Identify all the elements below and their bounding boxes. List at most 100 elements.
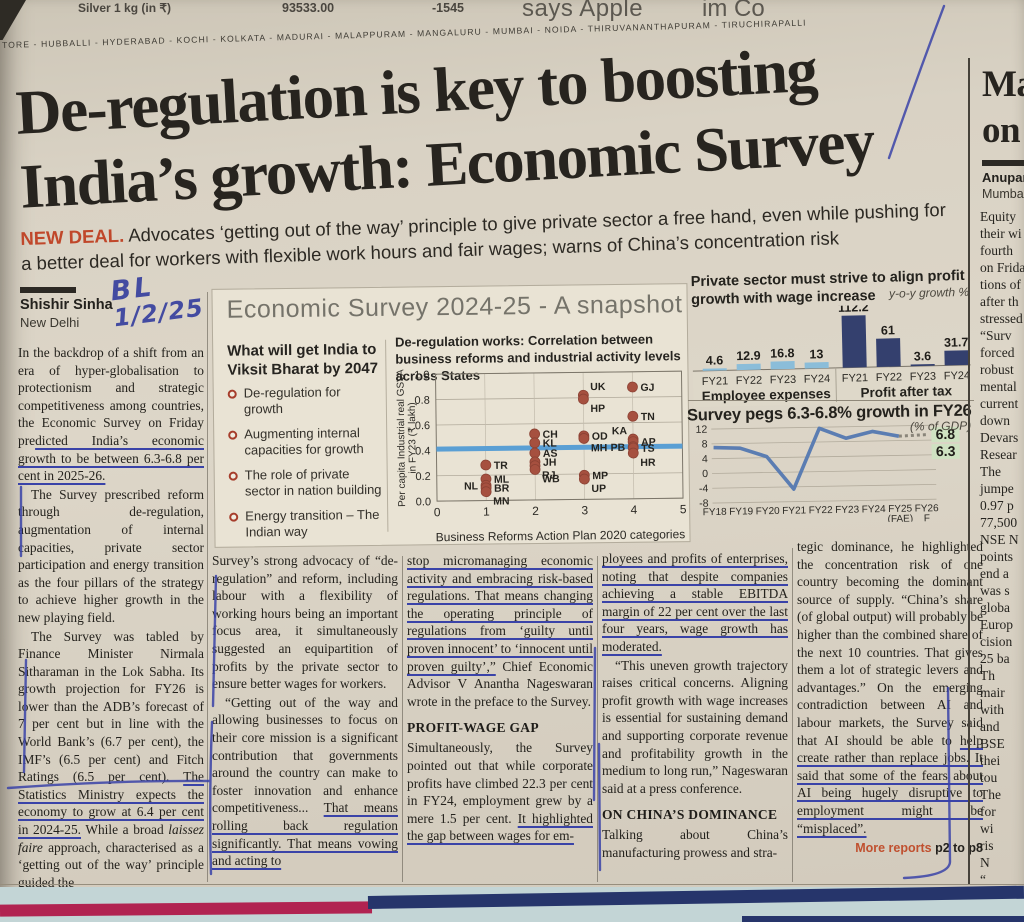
right-column-line: stressed <box>980 311 1023 326</box>
svg-text:0: 0 <box>434 505 441 519</box>
section-subhead: PROFIT-WAGE GAP <box>407 720 539 736</box>
svg-text:UP: UP <box>591 483 606 495</box>
bullet-text: De-regulation for growth <box>243 384 341 417</box>
svg-text:Profit after tax: Profit after tax <box>860 383 952 400</box>
scatter-point-WB <box>529 464 541 475</box>
standfirst-kicker: NEW DEAL. <box>20 224 125 249</box>
right-column-line: jumpe <box>980 481 1014 496</box>
line-chart-unit-label: (% of GDP) <box>909 418 972 434</box>
average-line <box>436 443 683 452</box>
column-rule <box>207 292 208 882</box>
svg-text:-4: -4 <box>699 483 709 495</box>
scatter-point-MN <box>480 486 492 498</box>
right-column-line: 25 ba <box>980 651 1010 666</box>
text-segment: tegic dominance, he highlighted the conc… <box>797 539 983 748</box>
text-segment: approach, characterised as a ‘getting ou… <box>18 839 204 890</box>
handwritten-note: BL 1/2/25 <box>109 269 205 332</box>
text-segment: Survey’s strong advocacy of “de-regulati… <box>212 553 398 692</box>
svg-text:FY24: FY24 <box>804 373 831 386</box>
svg-text:8: 8 <box>702 438 708 450</box>
svg-text:UK: UK <box>590 381 606 393</box>
svg-text:HR: HR <box>640 457 656 469</box>
byline-city: New Delhi <box>20 315 80 330</box>
svg-text:F: F <box>924 513 930 524</box>
svg-text:FY19: FY19 <box>729 506 754 517</box>
pen-underlined-text: stop micromanaging economic activity and… <box>407 553 593 674</box>
svg-text:TR: TR <box>494 460 509 472</box>
right-column-line: was s <box>980 583 1010 598</box>
right-column-line: ris <box>980 838 994 853</box>
right-column-line: BSE <box>980 736 1005 751</box>
fold-line <box>0 884 1024 885</box>
right-column-line: “ <box>980 872 986 887</box>
svg-text:1: 1 <box>483 505 490 519</box>
svg-text:FY26: FY26 <box>915 503 940 514</box>
right-column-headline: Mar on h <box>982 62 1024 154</box>
svg-text:4.6: 4.6 <box>706 353 724 367</box>
pen-underlined-text: It highlighted the gap between wages for… <box>407 810 593 844</box>
snapshot-divider <box>385 339 389 532</box>
article-column-4: ployees and profits of enterprises, noti… <box>602 550 788 884</box>
column-rule <box>597 556 598 882</box>
svg-text:FY18: FY18 <box>703 507 728 518</box>
article-column-2: Survey’s strong advocacy of “de-regulati… <box>212 552 398 884</box>
svg-text:6.8: 6.8 <box>935 426 955 442</box>
right-column-line: Devars <box>980 430 1019 445</box>
byline-rule <box>20 287 76 293</box>
svg-text:KL: KL <box>543 438 558 450</box>
gdp-growth-line <box>713 426 900 491</box>
right-column-line: 0.97 p <box>980 498 1014 513</box>
svg-text:FY24: FY24 <box>862 504 887 515</box>
svg-text:Employee expenses: Employee expenses <box>702 386 831 404</box>
text-segment: In the backdrop of a shift from an era o… <box>18 345 204 448</box>
right-column-line: tou <box>980 770 998 785</box>
svg-text:TN: TN <box>641 411 655 423</box>
article-paragraph: Survey’s strong advocacy of “de-regulati… <box>212 552 398 693</box>
pen-stroke <box>592 646 597 802</box>
svg-text:1.0: 1.0 <box>414 369 429 381</box>
svg-text:4: 4 <box>702 453 708 465</box>
svg-text:in FY23 (₹ lakh): in FY23 (₹ lakh) <box>407 402 419 474</box>
right-column-line: Europ <box>980 617 1013 632</box>
svg-text:3: 3 <box>581 503 588 517</box>
svg-text:FY21: FY21 <box>782 505 807 516</box>
svg-text:ML: ML <box>494 474 510 486</box>
right-headline-line2: on h <box>982 110 1024 151</box>
scatter-point-HP <box>578 393 589 405</box>
svg-text:FY24: FY24 <box>944 370 971 383</box>
bar-chart-panel: Private sector must strive to align prof… <box>691 267 972 408</box>
svg-text:OD: OD <box>592 431 608 443</box>
svg-text:TS: TS <box>641 443 655 455</box>
bullet-text: The role of private sector in nation bui… <box>244 466 382 499</box>
svg-text:FY23: FY23 <box>770 374 797 387</box>
article-paragraph: The Survey was tabled by Finance Ministe… <box>18 628 204 892</box>
svg-text:CH: CH <box>543 429 558 441</box>
bullet-dot-icon <box>228 430 238 440</box>
svg-text:GJ: GJ <box>640 382 654 394</box>
text-segment: The Survey prescribed reform through de-… <box>18 486 204 625</box>
right-column-line: “Surv <box>980 328 1012 343</box>
right-column-line: 77,500 <box>980 515 1018 530</box>
more-reports-note: More reports p2 to p8 <box>797 841 983 855</box>
article-column-5: tegic dominance, he highlighted the conc… <box>797 538 983 884</box>
scatter-point-UP <box>578 473 590 485</box>
snapshot-bullet-item: The role of private sector in nation bui… <box>228 466 383 500</box>
right-column-rule <box>968 58 970 884</box>
svg-text:12: 12 <box>695 424 707 436</box>
right-column-line: Equity <box>980 209 1016 224</box>
svg-text:61: 61 <box>881 323 895 337</box>
svg-text:0.0: 0.0 <box>416 496 431 508</box>
right-column-line: The <box>980 787 1001 802</box>
silver-price-change: -1545 <box>432 1 464 15</box>
snapshot-bullet-item: Augmenting internal capacities for growt… <box>228 425 382 459</box>
scatter-point-TR <box>480 459 492 471</box>
line-chart-panel: Survey pegs 6.3-6.8% growth in FY26 (% o… <box>687 402 975 541</box>
svg-text:MH: MH <box>591 442 607 454</box>
bullet-dot-icon <box>229 512 239 522</box>
pen-underlined-text: That means rolling back regulation signi… <box>212 800 398 869</box>
masthead-teaser-right: im Co <box>702 0 765 22</box>
scatter-point-MH <box>578 433 590 444</box>
